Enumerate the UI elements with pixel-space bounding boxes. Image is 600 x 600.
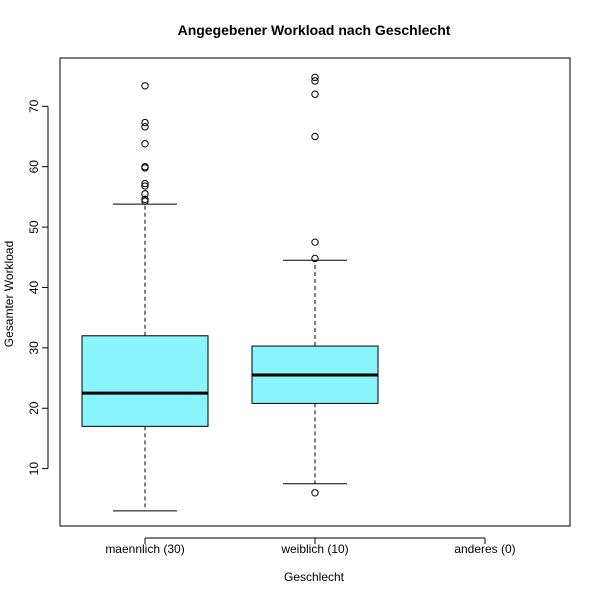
x-tick-label: anderes (0) xyxy=(454,542,515,556)
x-axis: maennlich (30) weiblich (10) anderes (0) xyxy=(105,537,516,556)
outlier-point xyxy=(311,238,319,246)
chart-title: Angegebener Workload nach Geschlecht xyxy=(178,22,451,38)
x-axis-label: Geschlecht xyxy=(284,570,345,584)
outlier-point xyxy=(141,195,149,204)
outlier-point xyxy=(141,182,149,190)
outlier-point xyxy=(141,162,149,171)
y-tick-label: 60 xyxy=(27,160,41,174)
outlier-point xyxy=(141,190,149,198)
outlier-point xyxy=(311,254,319,263)
x-tick-label: maennlich (30) xyxy=(105,542,184,556)
y-tick-label: 20 xyxy=(27,401,41,415)
outlier-point xyxy=(141,82,149,90)
outlier-point xyxy=(311,489,319,497)
outlier-point xyxy=(141,179,149,188)
x-tick-label: weiblich (10) xyxy=(280,542,348,556)
box-group xyxy=(81,82,209,512)
y-tick-label: 40 xyxy=(27,280,41,294)
plot-frame xyxy=(59,57,571,527)
outlier-point xyxy=(311,77,319,85)
y-axis: 10 20 30 40 50 60 70 xyxy=(27,99,49,476)
y-tick-label: 10 xyxy=(27,462,41,476)
outlier-point xyxy=(141,118,149,127)
box xyxy=(81,335,209,427)
y-axis-label: Gesamter Workload xyxy=(2,241,16,347)
outlier-point xyxy=(311,90,319,98)
outlier-point xyxy=(311,132,319,141)
box-group xyxy=(251,73,379,497)
outlier-point xyxy=(311,73,319,82)
boxes xyxy=(81,73,379,512)
y-tick-label: 70 xyxy=(27,99,41,113)
outlier-point xyxy=(141,140,149,148)
outlier-point xyxy=(141,123,149,131)
y-tick-label: 50 xyxy=(27,220,41,234)
y-tick-label: 30 xyxy=(27,341,41,355)
